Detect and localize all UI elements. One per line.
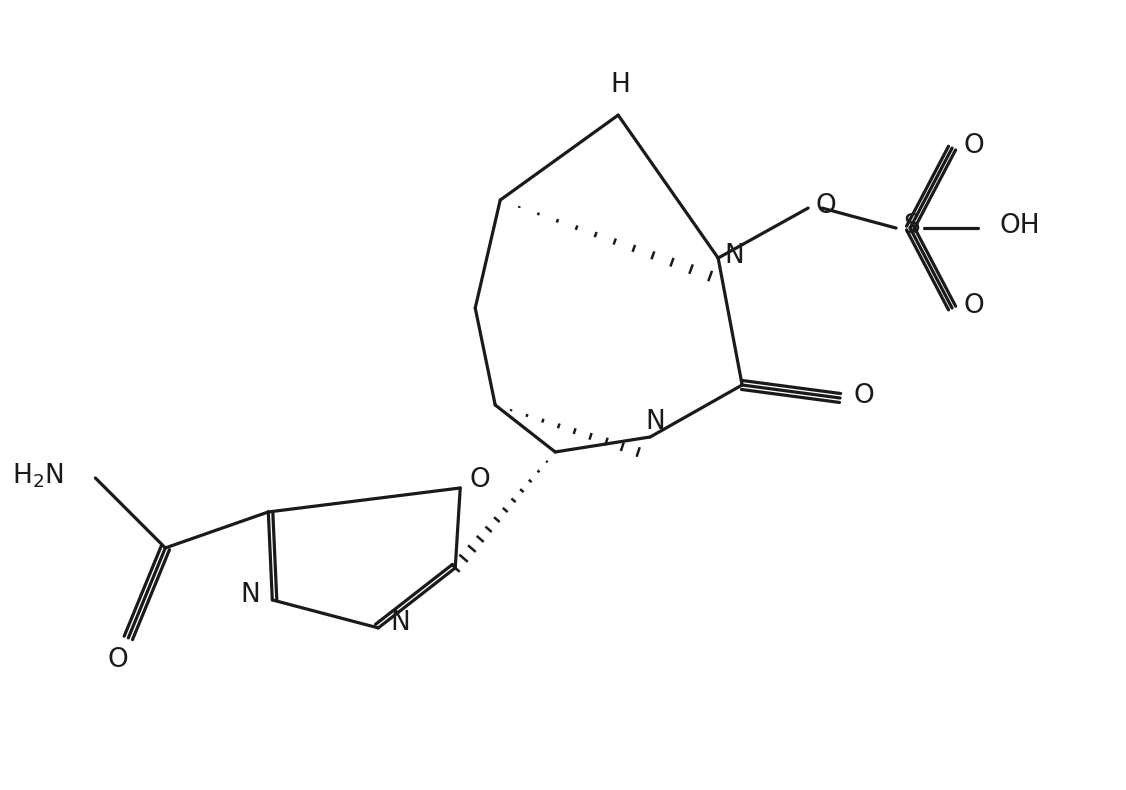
Text: O: O [854,383,875,409]
Text: O: O [815,193,837,219]
Text: N: N [391,610,410,636]
Text: H$_2$N: H$_2$N [11,461,63,491]
Text: N: N [724,243,744,269]
Text: O: O [964,133,984,159]
Text: S: S [904,213,920,239]
Text: O: O [964,293,984,319]
Text: O: O [470,467,491,493]
Text: OH: OH [1000,213,1040,239]
Text: N: N [645,409,665,435]
Text: H: H [610,72,631,98]
Text: O: O [108,647,128,673]
Text: N: N [241,582,260,608]
